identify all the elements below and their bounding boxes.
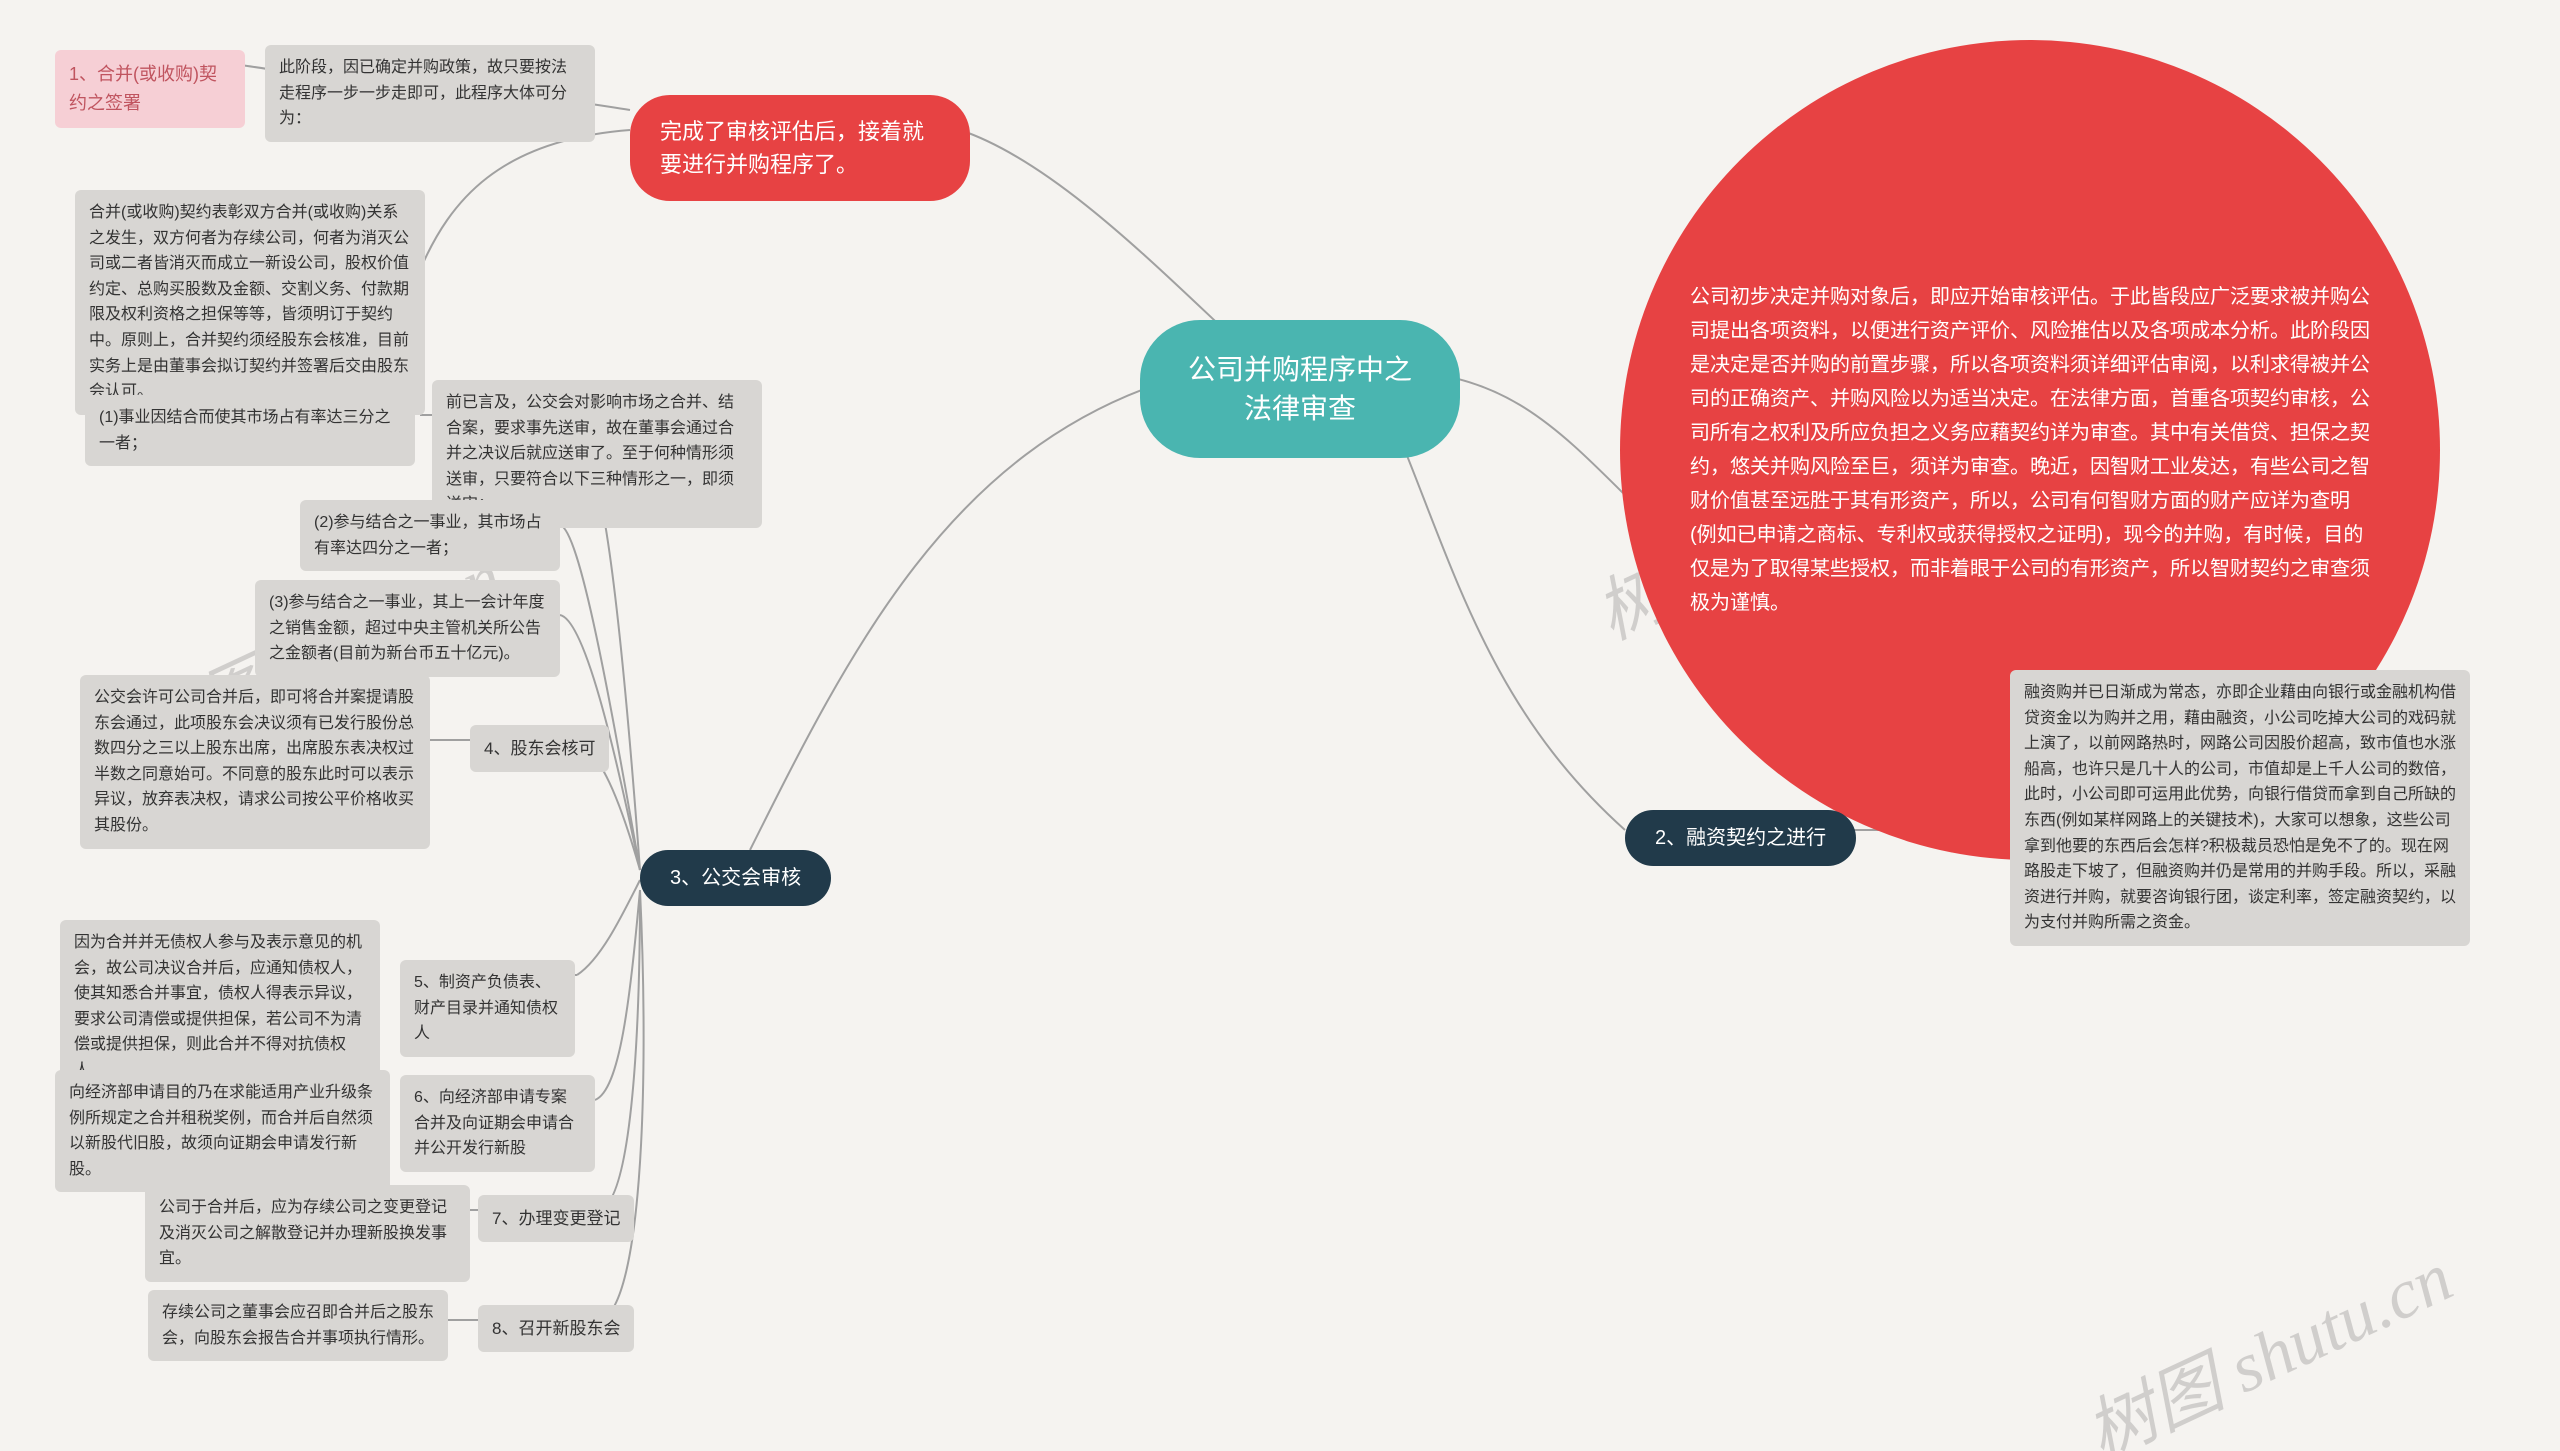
s3-item6: 向经济部申请目的乃在求能适用产业升级条例所规定之合并租税奖例，而合并后自然须以新…	[55, 1070, 390, 1192]
s3-item8: 存续公司之董事会应召即合并后之股东会，向股东会报告合并事项执行情形。	[148, 1290, 448, 1361]
s3-item7-label: 7、办理变更登记	[478, 1195, 634, 1242]
big-circle-text: 公司初步决定并购对象后，即应开始审核评估。于此皆段应广泛要求被并购公司提出各项资…	[1690, 280, 2370, 620]
s3-item5-label: 5、制资产负债表、财产目录并通知债权人	[400, 960, 575, 1057]
s3-item5: 因为合并并无债权人参与及表示意见的机会，故公司决议合并后，应通知债权人，使其知悉…	[60, 920, 380, 1094]
branch-2-text: 融资购并已日渐成为常态，亦即企业藉由向银行或金融机构借贷资金以为购并之用，藉由融…	[2010, 670, 2470, 946]
center-node: 公司并购程序中之法律审查	[1140, 320, 1460, 458]
s3-item7: 公司于合并后，应为存续公司之变更登记及消灭公司之解散登记并办理新股换发事宜。	[145, 1185, 470, 1282]
s3-item2: (2)参与结合之一事业，其市场占有率达四分之一者；	[300, 500, 560, 571]
watermark: 树图 shutu.cn	[2067, 1222, 2466, 1451]
branch-1-contract: 合并(或收购)契约表彰双方合并(或收购)关系之发生，双方何者为存续公司，何者为消…	[75, 190, 425, 415]
s3-item3: (3)参与结合之一事业，其上一会计年度之销售金额，超过中央主管机关所公告之金额者…	[255, 580, 560, 677]
s3-item4-label: 4、股东会核可	[470, 725, 609, 772]
branch-1-label: 1、合并(或收购)契约之签署	[55, 50, 245, 128]
s3-item6-label: 6、向经济部申请专案合并及向证期会申请合并公开发行新股	[400, 1075, 595, 1172]
s3-item8-label: 8、召开新股东会	[478, 1305, 634, 1352]
branch-2-label: 2、融资契约之进行	[1625, 810, 1856, 866]
red-pill-node: 完成了审核评估后，接着就要进行并购程序了。	[630, 95, 970, 201]
s3-item1: (1)事业因结合而使其市场占有率达三分之一者；	[85, 395, 415, 466]
branch-3-label: 3、公交会审核	[640, 850, 831, 906]
branch-1-stage: 此阶段，因已确定并购政策，故只要按法走程序一步一步走即可，此程序大体可分为：	[265, 45, 595, 142]
s3-item4: 公交会许可公司合并后，即可将合并案提请股东会通过，此项股东会决议须有已发行股份总…	[80, 675, 430, 849]
